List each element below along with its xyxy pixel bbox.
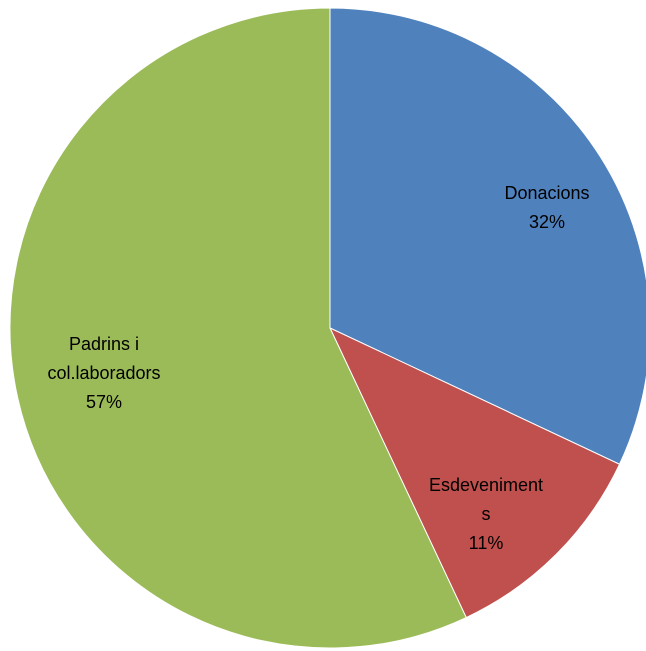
slice-label-line-2-0: Padrins i (69, 334, 139, 354)
slice-label-line-1-0: Esdeveniment (429, 475, 543, 495)
slice-label-line-0-0: Donacions (504, 183, 589, 203)
slice-label-line-2-1: col.laboradors (47, 363, 160, 383)
pie-slice-1 (328, 326, 621, 619)
slice-label-1: Esdeveniment s 11% (429, 475, 543, 553)
slice-percent-0: 32% (529, 212, 565, 232)
slice-label-2: Padrins i col.laboradors 57% (47, 334, 160, 412)
slice-percent-1: 11% (469, 533, 504, 553)
slice-percent-2: 57% (86, 392, 122, 412)
slice-label-line-1-1: s (482, 504, 491, 524)
slice-label-0: Donacions 32% (504, 183, 589, 232)
pie-slice-2 (9, 7, 467, 649)
